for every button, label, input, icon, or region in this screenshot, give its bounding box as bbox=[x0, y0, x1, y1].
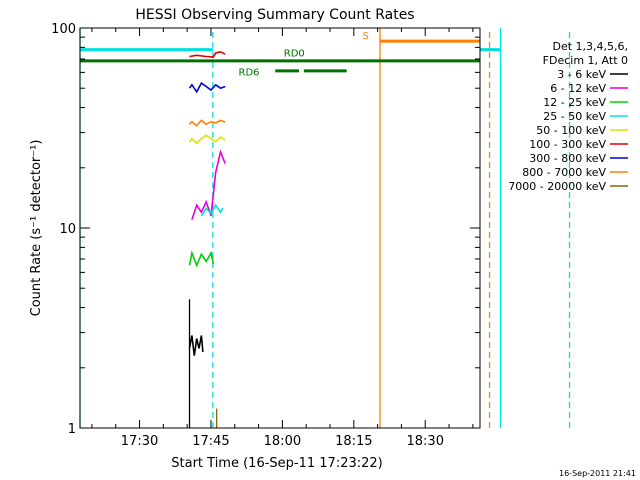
series-line-0 bbox=[188, 335, 204, 356]
annotations: RD0 RD6 S bbox=[239, 31, 369, 78]
legend-label-4: 50 - 100 keV bbox=[536, 124, 606, 137]
x-tick-label-4: 18:30 bbox=[407, 434, 444, 449]
series-group bbox=[188, 50, 226, 356]
series-line-5 bbox=[189, 50, 226, 58]
axes: 17:30 17:45 18:00 18:15 18:30 1 10 100 bbox=[51, 22, 480, 449]
legend-label-2: 12 - 25 keV bbox=[543, 96, 606, 109]
x-tick-label-3: 18:15 bbox=[335, 434, 372, 449]
series-line-2 bbox=[188, 250, 215, 268]
legend-header-1: FDecim 1, Att 0 bbox=[543, 54, 628, 67]
annotation-2: S bbox=[363, 31, 369, 42]
legend-label-8: 7000 - 20000 keV bbox=[508, 180, 606, 193]
x-tick-label-1: 17:45 bbox=[192, 434, 229, 449]
legend: Det 1,3,4,5,6,FDecim 1, Att 03 - 6 keV6 … bbox=[508, 40, 628, 193]
legend-label-5: 100 - 300 keV bbox=[529, 138, 606, 151]
legend-label-7: 800 - 7000 keV bbox=[522, 166, 606, 179]
series-line-3 bbox=[200, 203, 224, 217]
series-line-4 bbox=[188, 134, 226, 145]
x-tick-label-2: 18:00 bbox=[264, 434, 301, 449]
y-tick-label-1: 10 bbox=[59, 222, 76, 237]
series-line-1 bbox=[191, 149, 226, 220]
legend-label-3: 25 - 50 keV bbox=[543, 110, 606, 123]
footer-timestamp: 16-Sep-2011 21:41 bbox=[559, 469, 636, 478]
legend-label-1: 6 - 12 keV bbox=[550, 82, 606, 95]
series-line-6 bbox=[188, 81, 226, 94]
plot-frame bbox=[79, 27, 481, 429]
x-tick-label-0: 17:30 bbox=[121, 434, 158, 449]
y-axis-label: Count Rate (s⁻¹ detector⁻¹) bbox=[29, 140, 44, 317]
legend-label-0: 3 - 6 keV bbox=[557, 68, 606, 81]
x-axis-label: Start Time (16-Sep-11 17:23:22) bbox=[171, 456, 382, 471]
y-tick-label-0: 1 bbox=[68, 422, 76, 437]
series-line-7 bbox=[188, 119, 226, 127]
legend-label-6: 300 - 800 keV bbox=[529, 152, 606, 165]
annotation-0: RD0 bbox=[284, 49, 305, 60]
chart-title: HESSI Observing Summary Count Rates bbox=[135, 7, 414, 23]
flag-lines bbox=[79, 28, 571, 428]
y-tick-label-2: 100 bbox=[51, 22, 76, 37]
annotation-1: RD6 bbox=[239, 67, 260, 78]
legend-header-0: Det 1,3,4,5,6, bbox=[552, 40, 628, 53]
